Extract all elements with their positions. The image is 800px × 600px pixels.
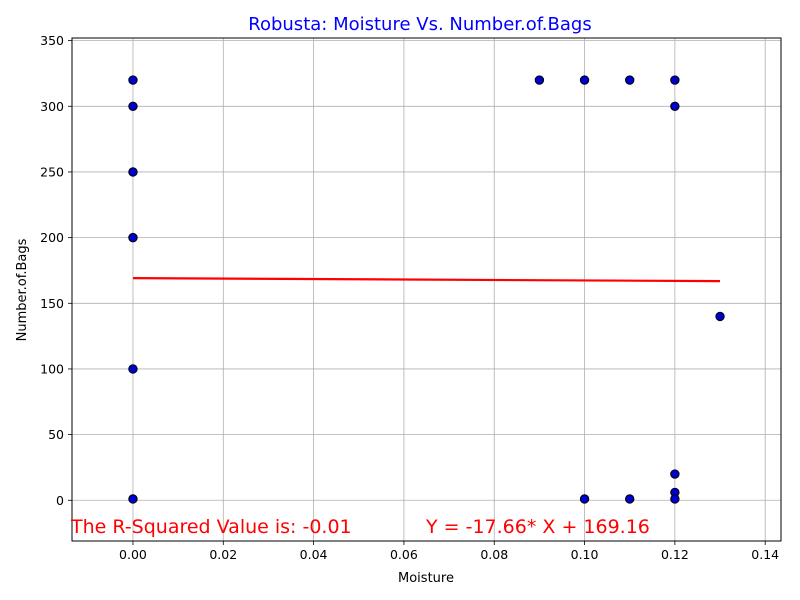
x-tick-label: 0.00 <box>119 547 147 562</box>
data-point <box>128 232 138 243</box>
data-point <box>128 101 138 111</box>
x-tick-label: 0.06 <box>390 547 418 562</box>
data-point <box>670 101 680 111</box>
x-tick-label: 0.12 <box>661 547 689 562</box>
data-point <box>128 167 138 177</box>
chart-title: Robusta: Moisture Vs. Number.of.Bags <box>248 14 591 35</box>
regression-line-group <box>132 277 721 283</box>
x-tick-label: 0.02 <box>209 547 237 562</box>
x-tick-label: 0.14 <box>751 547 779 562</box>
y-tick-label: 250 <box>40 164 64 179</box>
data-point <box>534 75 545 85</box>
data-point <box>625 494 635 504</box>
data-point <box>670 494 680 504</box>
y-tick-label: 350 <box>40 33 64 48</box>
y-tick-label: 300 <box>40 99 64 114</box>
x-axis-label: Moisture <box>398 571 454 586</box>
regression-line <box>132 277 721 283</box>
y-tick-label: 200 <box>40 230 64 245</box>
plot-frame <box>71 37 782 542</box>
data-point <box>128 75 138 85</box>
data-points <box>128 75 725 504</box>
y-axis-ticks: 0 50 100 150 200 250 300 350 <box>40 33 72 508</box>
data-point <box>579 494 590 504</box>
y-tick-label: 50 <box>48 427 64 442</box>
y-axis-label: Number.of.Bags <box>15 238 30 341</box>
r-squared-annotation: The R-Squared Value is: -0.01 <box>70 516 352 538</box>
data-point <box>579 75 590 85</box>
data-point <box>670 75 680 85</box>
data-point <box>670 469 680 479</box>
x-tick-label: 0.04 <box>300 547 328 562</box>
x-tick-label: 0.10 <box>571 547 599 562</box>
y-tick-label: 0 <box>56 493 64 508</box>
data-point <box>128 494 138 504</box>
data-point <box>715 311 725 322</box>
data-point <box>625 75 635 85</box>
equation-annotation: Y = -17.66* X + 169.16 <box>425 516 650 538</box>
x-tick-label: 0.08 <box>480 547 508 562</box>
x-axis-ticks: 0.00 0.02 0.04 0.06 0.08 0.10 0.12 0.14 <box>119 541 779 562</box>
data-point <box>128 364 138 374</box>
y-tick-label: 100 <box>40 361 64 376</box>
y-tick-label: 150 <box>40 296 64 311</box>
grid-lines <box>72 38 781 541</box>
